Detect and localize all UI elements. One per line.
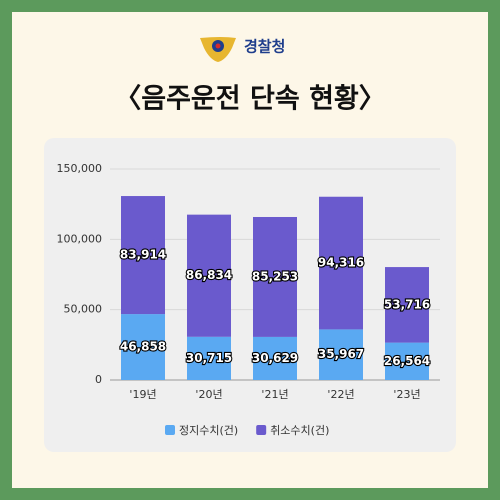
legend-swatch <box>165 425 175 435</box>
value-label: 86,834 <box>186 268 232 282</box>
value-label: 46,858 <box>120 340 166 354</box>
y-tick-label: 100,000 <box>57 232 103 245</box>
legend-swatch <box>256 425 267 435</box>
emblem <box>200 37 236 62</box>
bar-segment <box>187 336 231 380</box>
bar-segment <box>121 196 165 315</box>
chart: 0 50,000 100,000 150,000 '19년 46,858 83,914 '20… <box>57 162 440 437</box>
value-label: 30,629 <box>252 351 298 365</box>
bar-segment <box>253 216 297 337</box>
value-label: 94,316 <box>318 256 364 270</box>
value-label: 83,914 <box>120 248 166 262</box>
x-tick-label: '22년 <box>327 388 354 401</box>
bar-segment <box>385 267 429 343</box>
bar-segment <box>319 196 363 330</box>
value-label: 85,253 <box>252 269 298 283</box>
value-label: 26,564 <box>384 354 430 368</box>
y-tick-label: 50,000 <box>64 303 103 316</box>
bar-segment <box>319 329 363 380</box>
value-label: 30,715 <box>186 351 232 365</box>
bar-segment <box>385 342 429 380</box>
x-tick-label: '20년 <box>195 388 222 401</box>
bar-segment <box>121 314 165 380</box>
bar-segment <box>253 336 297 380</box>
y-tick-label: 150,000 <box>57 162 103 175</box>
bar-segment <box>187 214 231 337</box>
value-label: 53,716 <box>384 297 430 311</box>
x-tick-label: '19년 <box>129 388 156 401</box>
y-tick-label: 0 <box>95 373 102 386</box>
x-tick-label: '21년 <box>261 388 288 401</box>
legend-label: 정지수치(건) <box>179 424 238 437</box>
logo-text: 경찰청 <box>244 38 285 56</box>
value-label: 35,967 <box>318 347 364 361</box>
x-tick-label: '23년 <box>393 388 420 401</box>
legend-label: 취소수치(건) <box>270 424 329 437</box>
page-title: 〈음주운전 단속 현황〉 <box>114 84 386 115</box>
